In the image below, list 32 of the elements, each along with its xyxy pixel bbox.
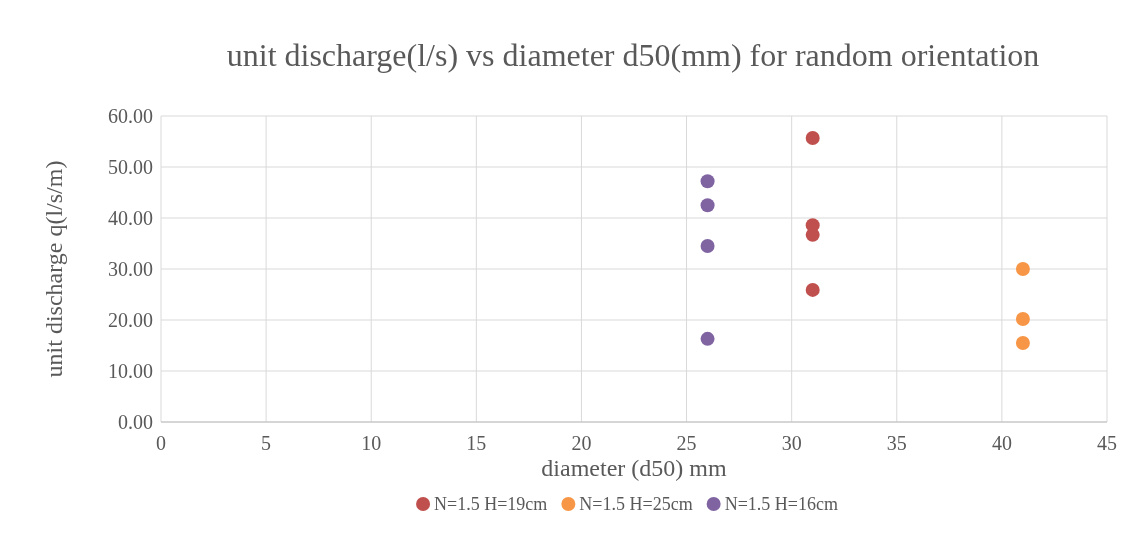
legend-label: N=1.5 H=16cm	[724, 494, 838, 514]
y-tick-label: 60.00	[108, 105, 153, 127]
x-tick-label: 40	[991, 432, 1012, 454]
point	[1015, 311, 1030, 326]
point	[700, 239, 715, 254]
point	[805, 130, 820, 145]
x-tick-label: 10	[361, 432, 382, 454]
y-tick-label: 40.00	[108, 207, 153, 229]
point	[700, 331, 715, 346]
x-tick-label: 5	[261, 432, 272, 454]
legend-label: N=1.5 H=19cm	[434, 494, 548, 514]
y-tick-label: 10.00	[108, 360, 153, 382]
x-tick-label: 20	[571, 432, 592, 454]
y-tick-label: 50.00	[108, 156, 153, 178]
x-axis-title: diameter (d50) mm	[541, 455, 727, 481]
x-tick-label: 35	[886, 432, 907, 454]
point	[700, 198, 715, 213]
x-tick-label: 45	[1097, 432, 1117, 454]
point	[1015, 335, 1030, 350]
legend-label: N=1.5 H=25cm	[579, 494, 693, 514]
y-tick-label: 30.00	[108, 258, 153, 280]
y-tick-label: 20.00	[108, 309, 153, 331]
point	[1015, 262, 1030, 276]
x-tick-label: 15	[466, 432, 487, 454]
chart-title: unit discharge(l/s) vs diameter d50(mm) for random orientation	[226, 37, 1040, 73]
y-axis-title: unit discharge q(l/s/m)	[41, 160, 67, 378]
x-tick-label: 0	[156, 432, 166, 454]
y-tick-label: 0.00	[118, 411, 153, 433]
x-tick-label: 25	[676, 432, 697, 454]
point	[700, 174, 715, 189]
point	[805, 282, 820, 297]
x-tick-label: 30	[781, 432, 802, 454]
